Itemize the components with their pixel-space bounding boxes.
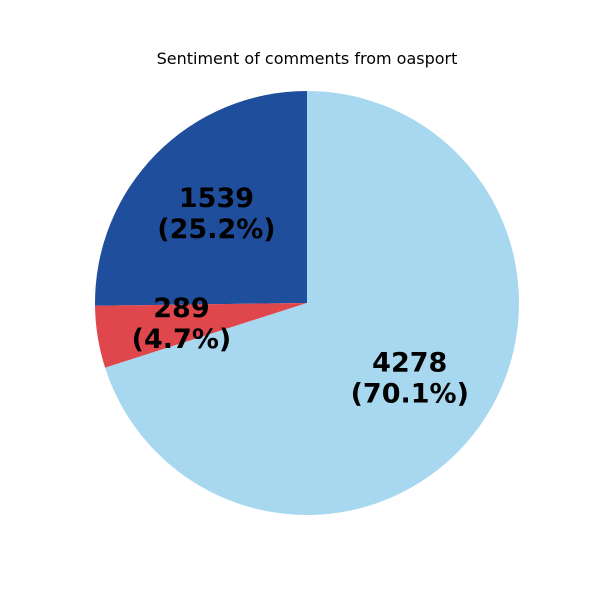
pie-slice-0: [95, 91, 307, 306]
pie-slice-label-0: 1539 (25.2%): [157, 183, 275, 245]
pie-slice-label-1: 289 (4.7%): [132, 293, 232, 355]
pie-slice-label-2: 4278 (70.1%): [351, 347, 469, 409]
pie-slice-1: [95, 303, 307, 368]
pie-labels: 1539 (25.2%) 289 (4.7%) 4278 (70.1%): [132, 183, 469, 409]
pie-slice-2: [105, 91, 519, 516]
pie-slices: [95, 91, 519, 516]
chart-title: Sentiment of comments from oasport: [157, 49, 458, 68]
